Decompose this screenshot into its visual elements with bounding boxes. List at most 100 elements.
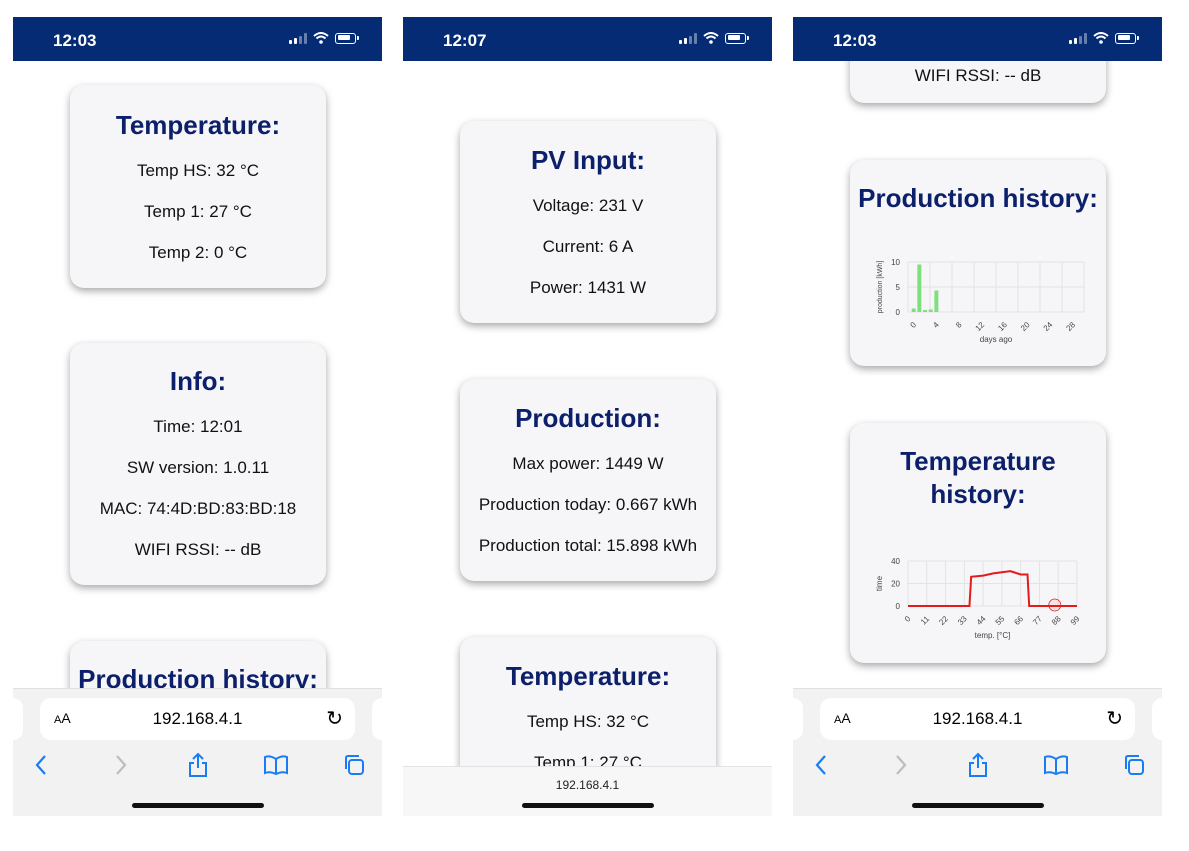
- x-tick-label: 20: [1019, 320, 1032, 333]
- temp-hs-value: Temp HS: 32 °C: [136, 161, 260, 180]
- page-content[interactable]: PV Input: Voltage: 231 V Current: 6 A Po…: [403, 61, 772, 816]
- production-bar: [923, 310, 928, 312]
- x-tick-label: 77: [1031, 614, 1044, 627]
- safari-minimized-bar[interactable]: 192.168.4.1: [403, 766, 772, 816]
- home-indicator: [521, 803, 654, 808]
- x-axis-label: days ago: [980, 335, 1013, 344]
- x-tick-label: 28: [1064, 320, 1077, 333]
- x-tick-label: 11: [919, 614, 932, 627]
- status-time: 12:03: [53, 31, 97, 50]
- prev-tab-preview[interactable]: [13, 698, 23, 740]
- y-tick-label: 0: [896, 602, 901, 611]
- signal-icon: [1069, 32, 1087, 44]
- x-tick-label: 44: [975, 614, 988, 627]
- y-tick-label: 40: [891, 557, 900, 566]
- signal-icon: [679, 32, 697, 44]
- production-bar: [917, 264, 922, 312]
- card-title: Production history:: [858, 183, 1098, 213]
- forward-icon[interactable]: [886, 750, 916, 780]
- status-icons: [289, 32, 359, 44]
- info-card: Info: Time: 12:01 SW version: 1.0.11 MAC…: [70, 343, 326, 585]
- reader-aa-button[interactable]: AA: [54, 710, 71, 726]
- phone-screen-2: 12:07 PV Input: Voltage: 231 V Current: …: [403, 17, 772, 816]
- next-tab-preview[interactable]: [1152, 698, 1162, 740]
- x-tick-label: 8: [954, 320, 964, 330]
- x-tick-label: 16: [996, 320, 1009, 333]
- status-icons: [1069, 32, 1139, 44]
- temperature-card: Temperature: Temp HS: 32 °C Temp 1: 27 °…: [70, 85, 326, 288]
- wifi-icon: [703, 32, 719, 44]
- nav-toolbar: [793, 750, 1162, 780]
- wifi-rssi-value: WIFI RSSI: -- dB: [914, 66, 1042, 85]
- y-tick-label: 5: [896, 283, 901, 292]
- page-content[interactable]: WIFI RSSI: -- dB Production history: 0 5 1…: [793, 61, 1162, 816]
- x-tick-label: 24: [1042, 320, 1055, 333]
- production-card: Production: Max power: 1449 W Production…: [460, 379, 716, 581]
- address-bar[interactable]: AA 192.168.4.1 ↻: [820, 698, 1135, 740]
- card-title: PV Input:: [530, 145, 646, 175]
- home-indicator: [911, 803, 1044, 808]
- x-tick-label: 0: [909, 320, 919, 330]
- share-icon[interactable]: [963, 750, 993, 780]
- next-tab-preview[interactable]: [372, 698, 382, 740]
- battery-icon: [725, 32, 749, 44]
- nav-toolbar: [13, 750, 382, 780]
- production-history-card: Production history: 0 5 10 0 4 8 12 16 20 24 28 day…: [850, 160, 1106, 366]
- sw-version-value: SW version: 1.0.11: [126, 458, 270, 477]
- tabs-icon[interactable]: [339, 750, 369, 780]
- power-value: Power: 1431 W: [529, 278, 647, 297]
- card-title-line-1: Temperature: [900, 446, 1056, 476]
- temperature-line: [908, 570, 1077, 607]
- max-power-value: Max power: 1449 W: [512, 454, 664, 473]
- production-total-value: Production total: 15.898 kWh: [478, 536, 698, 555]
- address-bar[interactable]: AA 192.168.4.1 ↻: [40, 698, 355, 740]
- status-time: 12:03: [833, 31, 877, 50]
- home-indicator: [131, 803, 264, 808]
- production-history-chart: 0 5 10 0 4 8 12 16 20 24 28 days ago production [kWh…: [877, 258, 1085, 344]
- status-time: 12:07: [443, 31, 487, 50]
- reload-icon[interactable]: ↻: [326, 708, 343, 730]
- bookmarks-icon[interactable]: [261, 750, 291, 780]
- y-tick-label: 0: [896, 308, 901, 317]
- status-bar: 12:03: [13, 17, 382, 61]
- url-text: 192.168.4.1: [555, 778, 620, 792]
- wifi-icon: [313, 32, 329, 44]
- url-text: 192.168.4.1: [932, 709, 1023, 728]
- info-card: WIFI RSSI: -- dB: [850, 61, 1106, 103]
- x-tick-label: 99: [1069, 614, 1082, 627]
- phone-screen-3: 12:03 WIFI RSSI: -- dB Production histor…: [793, 17, 1162, 816]
- temperature-history-chart: 0 11 22 33 44 55 66 77 88 99 0 20 40 temp. [°C] time: [875, 557, 1082, 640]
- prev-tab-preview[interactable]: [793, 698, 803, 740]
- pv-input-card: PV Input: Voltage: 231 V Current: 6 A Po…: [460, 121, 716, 323]
- y-tick-label: 20: [891, 580, 900, 589]
- hover-point: [1048, 598, 1062, 612]
- temp-hs-value: Temp HS: 32 °C: [526, 712, 650, 731]
- x-tick-label: 0: [903, 614, 913, 624]
- production-bar: [934, 290, 939, 312]
- temperature-history-card: Temperature history: 0 11 22 33 44 55 66 77 88 99…: [850, 423, 1106, 663]
- card-title-line-2: history:: [930, 479, 1026, 509]
- time-value: Time: 12:01: [153, 417, 243, 436]
- reload-icon[interactable]: ↻: [1106, 708, 1123, 730]
- production-today-value: Production today: 0.667 kWh: [478, 495, 698, 514]
- x-tick-label: 55: [994, 614, 1007, 627]
- bookmarks-icon[interactable]: [1041, 750, 1071, 780]
- back-icon[interactable]: [806, 750, 836, 780]
- voltage-value: Voltage: 231 V: [532, 196, 644, 215]
- y-axis-label: production [kWh]: [877, 261, 884, 314]
- wifi-icon: [1093, 32, 1109, 44]
- url-text: 192.168.4.1: [152, 709, 243, 728]
- back-icon[interactable]: [26, 750, 56, 780]
- card-title: Temperature:: [115, 110, 281, 140]
- card-title: Info:: [169, 366, 227, 396]
- signal-icon: [289, 32, 307, 44]
- card-title: Temperature:: [505, 661, 671, 691]
- share-icon[interactable]: [183, 750, 213, 780]
- x-tick-label: 66: [1012, 614, 1025, 627]
- x-axis-label: temp. [°C]: [975, 631, 1011, 640]
- status-bar: 12:03: [793, 17, 1162, 61]
- y-tick-label: 10: [891, 258, 900, 267]
- reader-aa-button[interactable]: AA: [834, 710, 851, 726]
- tabs-icon[interactable]: [1119, 750, 1149, 780]
- forward-icon[interactable]: [106, 750, 136, 780]
